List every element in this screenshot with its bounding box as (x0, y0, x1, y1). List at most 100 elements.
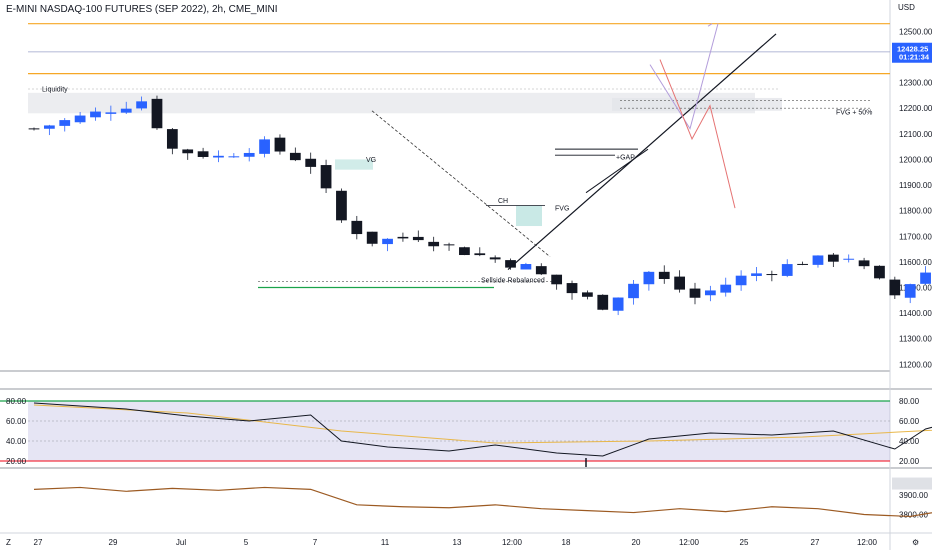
candle (351, 220, 363, 235)
rsi-tick: 40.00 (899, 437, 920, 446)
y-tick-label: 11600.00 (899, 258, 932, 267)
candle (259, 139, 270, 154)
candle (336, 190, 347, 221)
candle (366, 231, 378, 244)
projection-arrow (649, 23, 719, 130)
candle (704, 290, 716, 296)
candle (43, 125, 55, 129)
rsi-left-tick: 80.00 (6, 397, 27, 406)
x-tick-label: 7 (313, 538, 318, 547)
candle (658, 271, 670, 279)
x-tick-label: 11 (381, 538, 390, 547)
candle (166, 129, 178, 149)
candle (105, 112, 117, 114)
annotation-fvg: FVG (555, 206, 569, 213)
candle (751, 273, 762, 276)
candle (735, 275, 747, 286)
candle (428, 241, 440, 247)
candle (858, 260, 870, 267)
y-tick-label: 12500.00 (899, 27, 932, 36)
candle (582, 292, 593, 297)
y-tick-label: 11700.00 (899, 232, 932, 241)
candle (612, 297, 624, 311)
annotation-fvg50: FVG + 50% (836, 110, 872, 117)
x-tick-label: 5 (244, 538, 249, 547)
candle (228, 156, 240, 158)
candle (459, 247, 470, 256)
candle (505, 260, 516, 268)
annotation-ch: CH (498, 198, 508, 205)
annotation-sellside: Sellside Rebalanced (481, 277, 545, 284)
candle (781, 264, 793, 276)
y-tick-label: 12000.00 (899, 155, 932, 164)
rsi-tick: 60.00 (899, 417, 920, 426)
candle (566, 283, 578, 294)
candle (90, 111, 101, 118)
candle (213, 155, 224, 158)
candle (628, 283, 639, 299)
rsi-left-tick: 60.00 (6, 417, 27, 426)
y-tick-label: 12100.00 (899, 130, 932, 139)
x-tick-label: 13 (453, 538, 462, 547)
indicator-line (33, 486, 932, 518)
candle (197, 151, 209, 157)
x-tick-label: 12:00 (679, 538, 700, 547)
candle (720, 284, 732, 293)
trend-line (585, 148, 649, 194)
projection-arrow (659, 59, 736, 209)
y-tick-label: 11300.00 (899, 335, 932, 344)
x-tick-label: 27 (34, 538, 43, 547)
annotation-fvg-left: VG (366, 157, 376, 164)
candle (28, 128, 40, 130)
x-tick-label: 12:00 (502, 538, 523, 547)
candle (443, 244, 455, 246)
rsi-tick: 20.00 (899, 457, 920, 466)
y-tick-label: 12300.00 (899, 79, 932, 88)
candle (305, 158, 317, 167)
candle (827, 254, 839, 262)
candle (289, 152, 301, 161)
candle (843, 258, 855, 260)
candle (674, 276, 686, 290)
x-tick-label: 29 (109, 538, 118, 547)
rsi-ma-line (33, 404, 932, 444)
gear-icon: ⚙ (912, 538, 919, 547)
candle (243, 152, 255, 157)
candle (766, 274, 778, 276)
price-badge (892, 42, 932, 63)
candle (597, 294, 609, 310)
indicator-tick: 3900.00 (899, 491, 928, 500)
candle (274, 137, 286, 152)
currency-label: USD (898, 3, 915, 12)
x-tick-label: 27 (811, 538, 820, 547)
x-tick-label: Jul (176, 538, 186, 547)
liquidity-zone (28, 92, 755, 114)
candle (320, 165, 332, 189)
annotation-liquidity: Liquidity (42, 87, 68, 94)
x-tick-label: 12:00 (857, 538, 878, 547)
candle (520, 264, 532, 270)
candle (920, 272, 931, 284)
rsi-left-tick: 20.00 (6, 457, 27, 466)
x-tick-label: 20 (632, 538, 641, 547)
candle (397, 236, 409, 239)
chart-title: E-MINI NASDAQ-100 FUTURES (SEP 2022), 2h… (6, 4, 278, 15)
candle (489, 257, 501, 260)
candle (797, 263, 808, 265)
rsi-left-tick: 40.00 (6, 437, 27, 446)
annotation-gap: +GAP (616, 154, 635, 161)
rsi-band (28, 401, 890, 461)
candle (551, 274, 563, 285)
candle (382, 238, 393, 245)
candle (643, 271, 655, 285)
zoom-icon: Z (6, 538, 11, 547)
indicator-tick: 3800.00 (899, 511, 928, 520)
price-badge-value: 12428.25 (897, 45, 928, 54)
y-tick-label: 12200.00 (899, 104, 932, 113)
candle (812, 255, 824, 265)
arrow-head (707, 23, 713, 27)
candle (689, 288, 701, 298)
candle (535, 266, 547, 275)
